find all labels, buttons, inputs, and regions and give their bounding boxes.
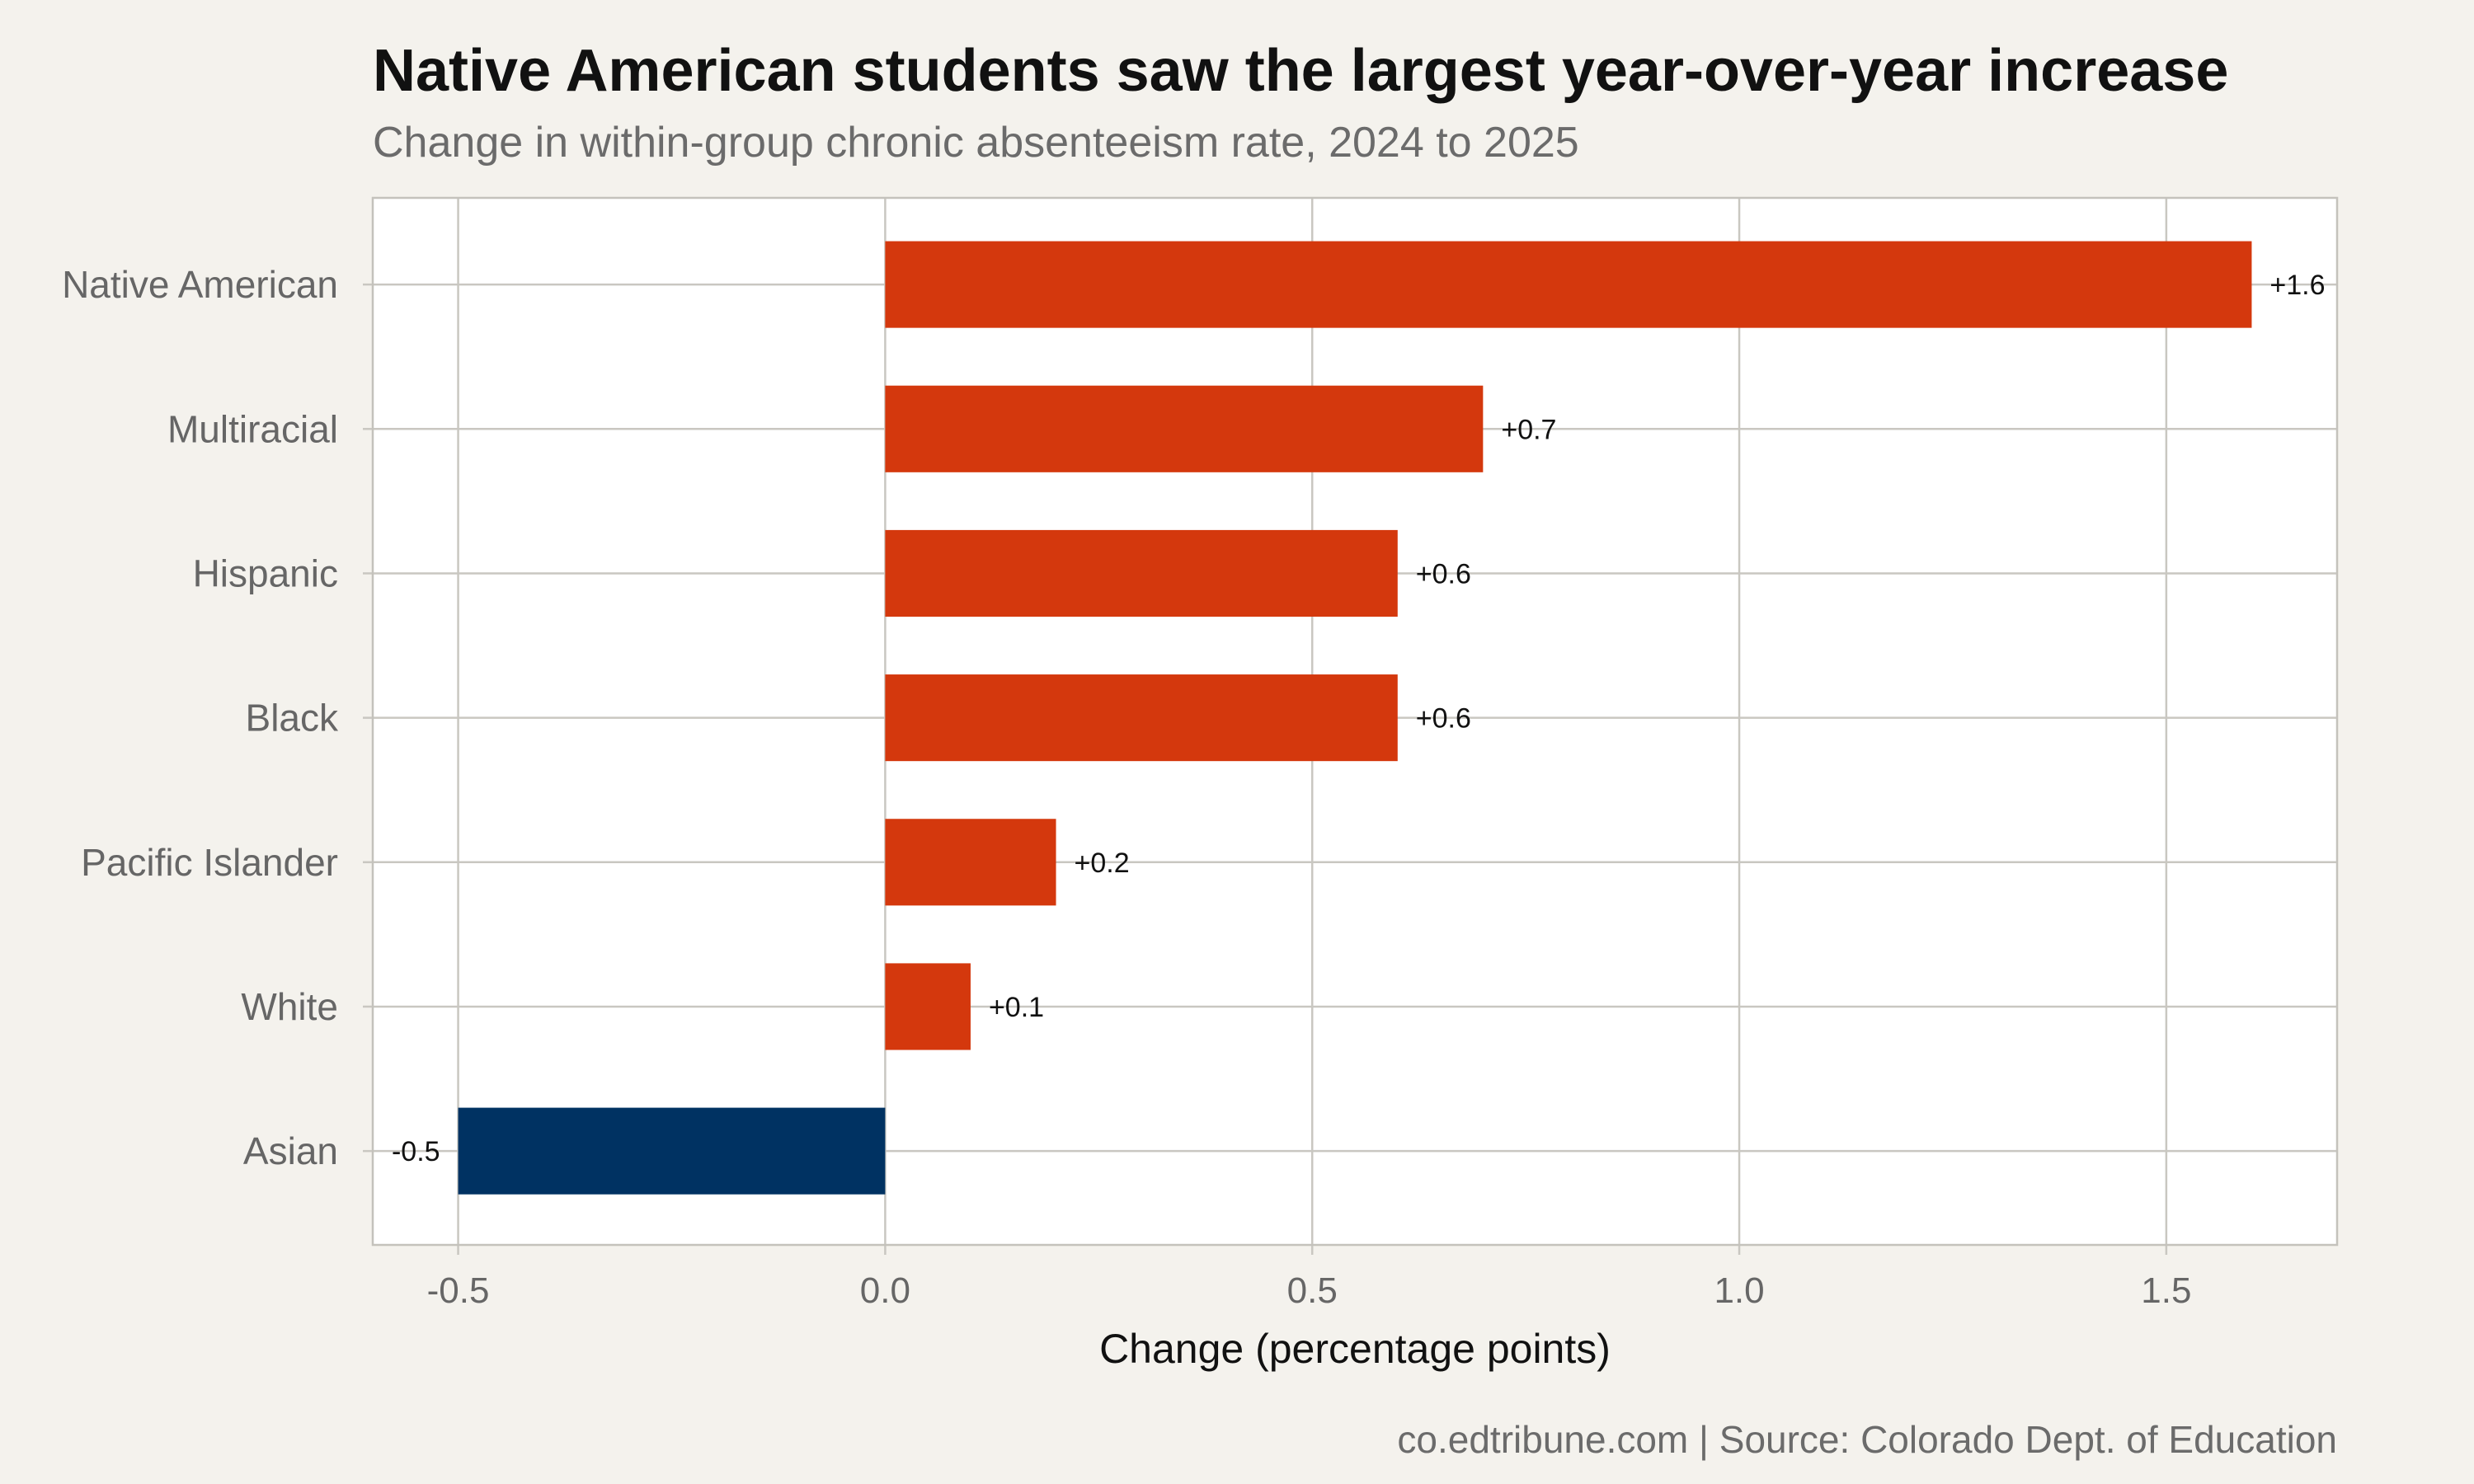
data-label: -0.5 xyxy=(392,1136,440,1167)
chart-title: Native American students saw the largest… xyxy=(373,38,2228,104)
bars xyxy=(458,241,2252,1195)
category-label: Black xyxy=(246,697,339,740)
x-tick-label: 1.0 xyxy=(1714,1270,1764,1311)
x-tick-label: 1.5 xyxy=(2141,1270,2191,1311)
category-labels: Native American Multiracial Hispanic Black P… xyxy=(62,263,339,1172)
chart-caption: co.edtribune.com | Source: Colorado Dept… xyxy=(1397,1418,2337,1461)
bar-pacific-islander xyxy=(885,819,1056,906)
category-label: Native American xyxy=(62,263,338,306)
data-labels: +1.6 +0.7 +0.6 +0.6 +0.2 +0.1 -0.5 xyxy=(392,270,2326,1167)
category-label: Hispanic xyxy=(193,552,338,594)
bar-native-american xyxy=(885,241,2252,328)
data-label: +0.2 xyxy=(1075,848,1130,879)
x-tick-labels: -0.5 0.0 0.5 1.0 1.5 xyxy=(427,1270,2192,1311)
x-axis-title: Change (percentage points) xyxy=(1099,1326,1611,1372)
bar-multiracial xyxy=(885,385,1484,472)
data-label: +0.6 xyxy=(1416,558,1471,589)
bar-white xyxy=(885,963,971,1050)
x-tick-label: -0.5 xyxy=(427,1270,490,1311)
data-label: +0.6 xyxy=(1416,703,1471,735)
bar-asian xyxy=(458,1107,886,1195)
bar-black xyxy=(885,674,1398,762)
category-label: White xyxy=(241,985,338,1028)
category-label: Asian xyxy=(243,1129,338,1172)
x-tick-label: 0.5 xyxy=(1287,1270,1338,1311)
chart-subtitle: Change in within-group chronic absenteei… xyxy=(373,119,1579,167)
category-label: Pacific Islander xyxy=(81,841,338,884)
data-label: +1.6 xyxy=(2269,270,2325,301)
category-label: Multiracial xyxy=(167,407,338,450)
data-label: +0.7 xyxy=(1501,414,1556,445)
data-label: +0.1 xyxy=(989,992,1044,1023)
x-tick-label: 0.0 xyxy=(860,1270,910,1311)
bar-hispanic xyxy=(885,529,1398,617)
plot-frame xyxy=(371,196,2339,1247)
